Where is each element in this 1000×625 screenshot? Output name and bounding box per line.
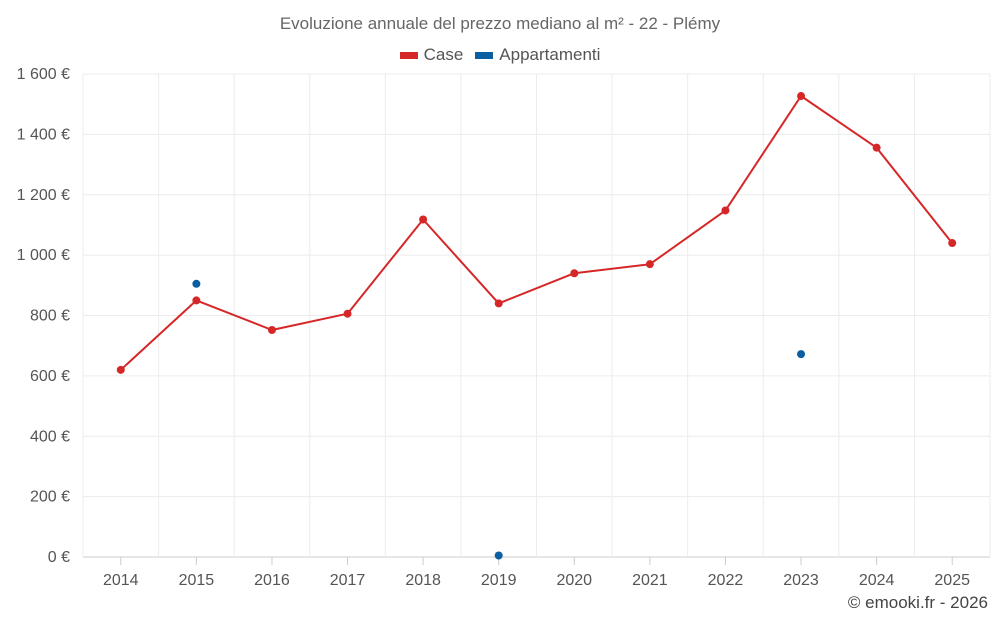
chart-title: Evoluzione annuale del prezzo mediano al…	[279, 14, 721, 33]
y-tick-label: 0 €	[48, 549, 70, 566]
x-tick-label: 2014	[103, 572, 139, 589]
y-tick-label: 200 €	[30, 489, 70, 506]
legend-item-appartamenti[interactable]: Appartamenti	[475, 45, 600, 65]
data-point-case	[948, 239, 957, 248]
y-tick-label: 1 000 €	[17, 247, 70, 264]
y-tick-label: 1 200 €	[17, 187, 70, 204]
x-tick-label: 2017	[330, 572, 366, 589]
y-tick-label: 400 €	[30, 428, 70, 445]
data-point-case	[116, 365, 125, 374]
legend-label-appartamenti: Appartamenti	[499, 45, 601, 64]
data-point-case	[570, 269, 579, 278]
legend-swatch-appartamenti	[475, 51, 494, 59]
data-point-case	[192, 296, 201, 305]
data-point-appartamenti	[192, 279, 201, 288]
x-tick-label: 2025	[934, 572, 970, 589]
data-point-appartamenti	[494, 551, 503, 560]
x-tick-label: 2020	[556, 572, 592, 589]
series-line-case	[120, 95, 953, 371]
credit-text: © emooki.fr - 2026	[847, 593, 988, 612]
y-tick-label: 1 400 €	[17, 126, 70, 143]
y-tick-label: 1 600 €	[17, 66, 70, 83]
data-point-case	[267, 325, 276, 334]
x-tick-label: 2023	[783, 572, 819, 589]
legend-swatch-case	[399, 51, 418, 59]
x-tick-label: 2016	[254, 572, 290, 589]
x-tick-label: 2021	[632, 572, 668, 589]
x-tick-label: 2024	[859, 572, 895, 589]
data-point-case	[343, 309, 352, 318]
x-tick-label: 2018	[405, 572, 441, 589]
legend-item-case[interactable]: Case	[399, 45, 464, 65]
x-tick-label: 2015	[179, 572, 215, 589]
y-tick-label: 600 €	[30, 368, 70, 385]
data-point-case	[797, 92, 806, 101]
legend-label-case: Case	[423, 45, 464, 64]
data-point-case	[419, 215, 428, 224]
legend: Case Appartamenti	[0, 45, 1000, 65]
x-tick-label: 2019	[481, 572, 517, 589]
data-point-case	[645, 260, 654, 269]
x-tick-label: 2022	[708, 572, 744, 589]
data-point-case	[872, 143, 881, 152]
data-point-case	[721, 206, 730, 215]
data-point-appartamenti	[797, 350, 806, 359]
y-tick-label: 800 €	[30, 308, 70, 325]
data-point-case	[494, 299, 503, 308]
